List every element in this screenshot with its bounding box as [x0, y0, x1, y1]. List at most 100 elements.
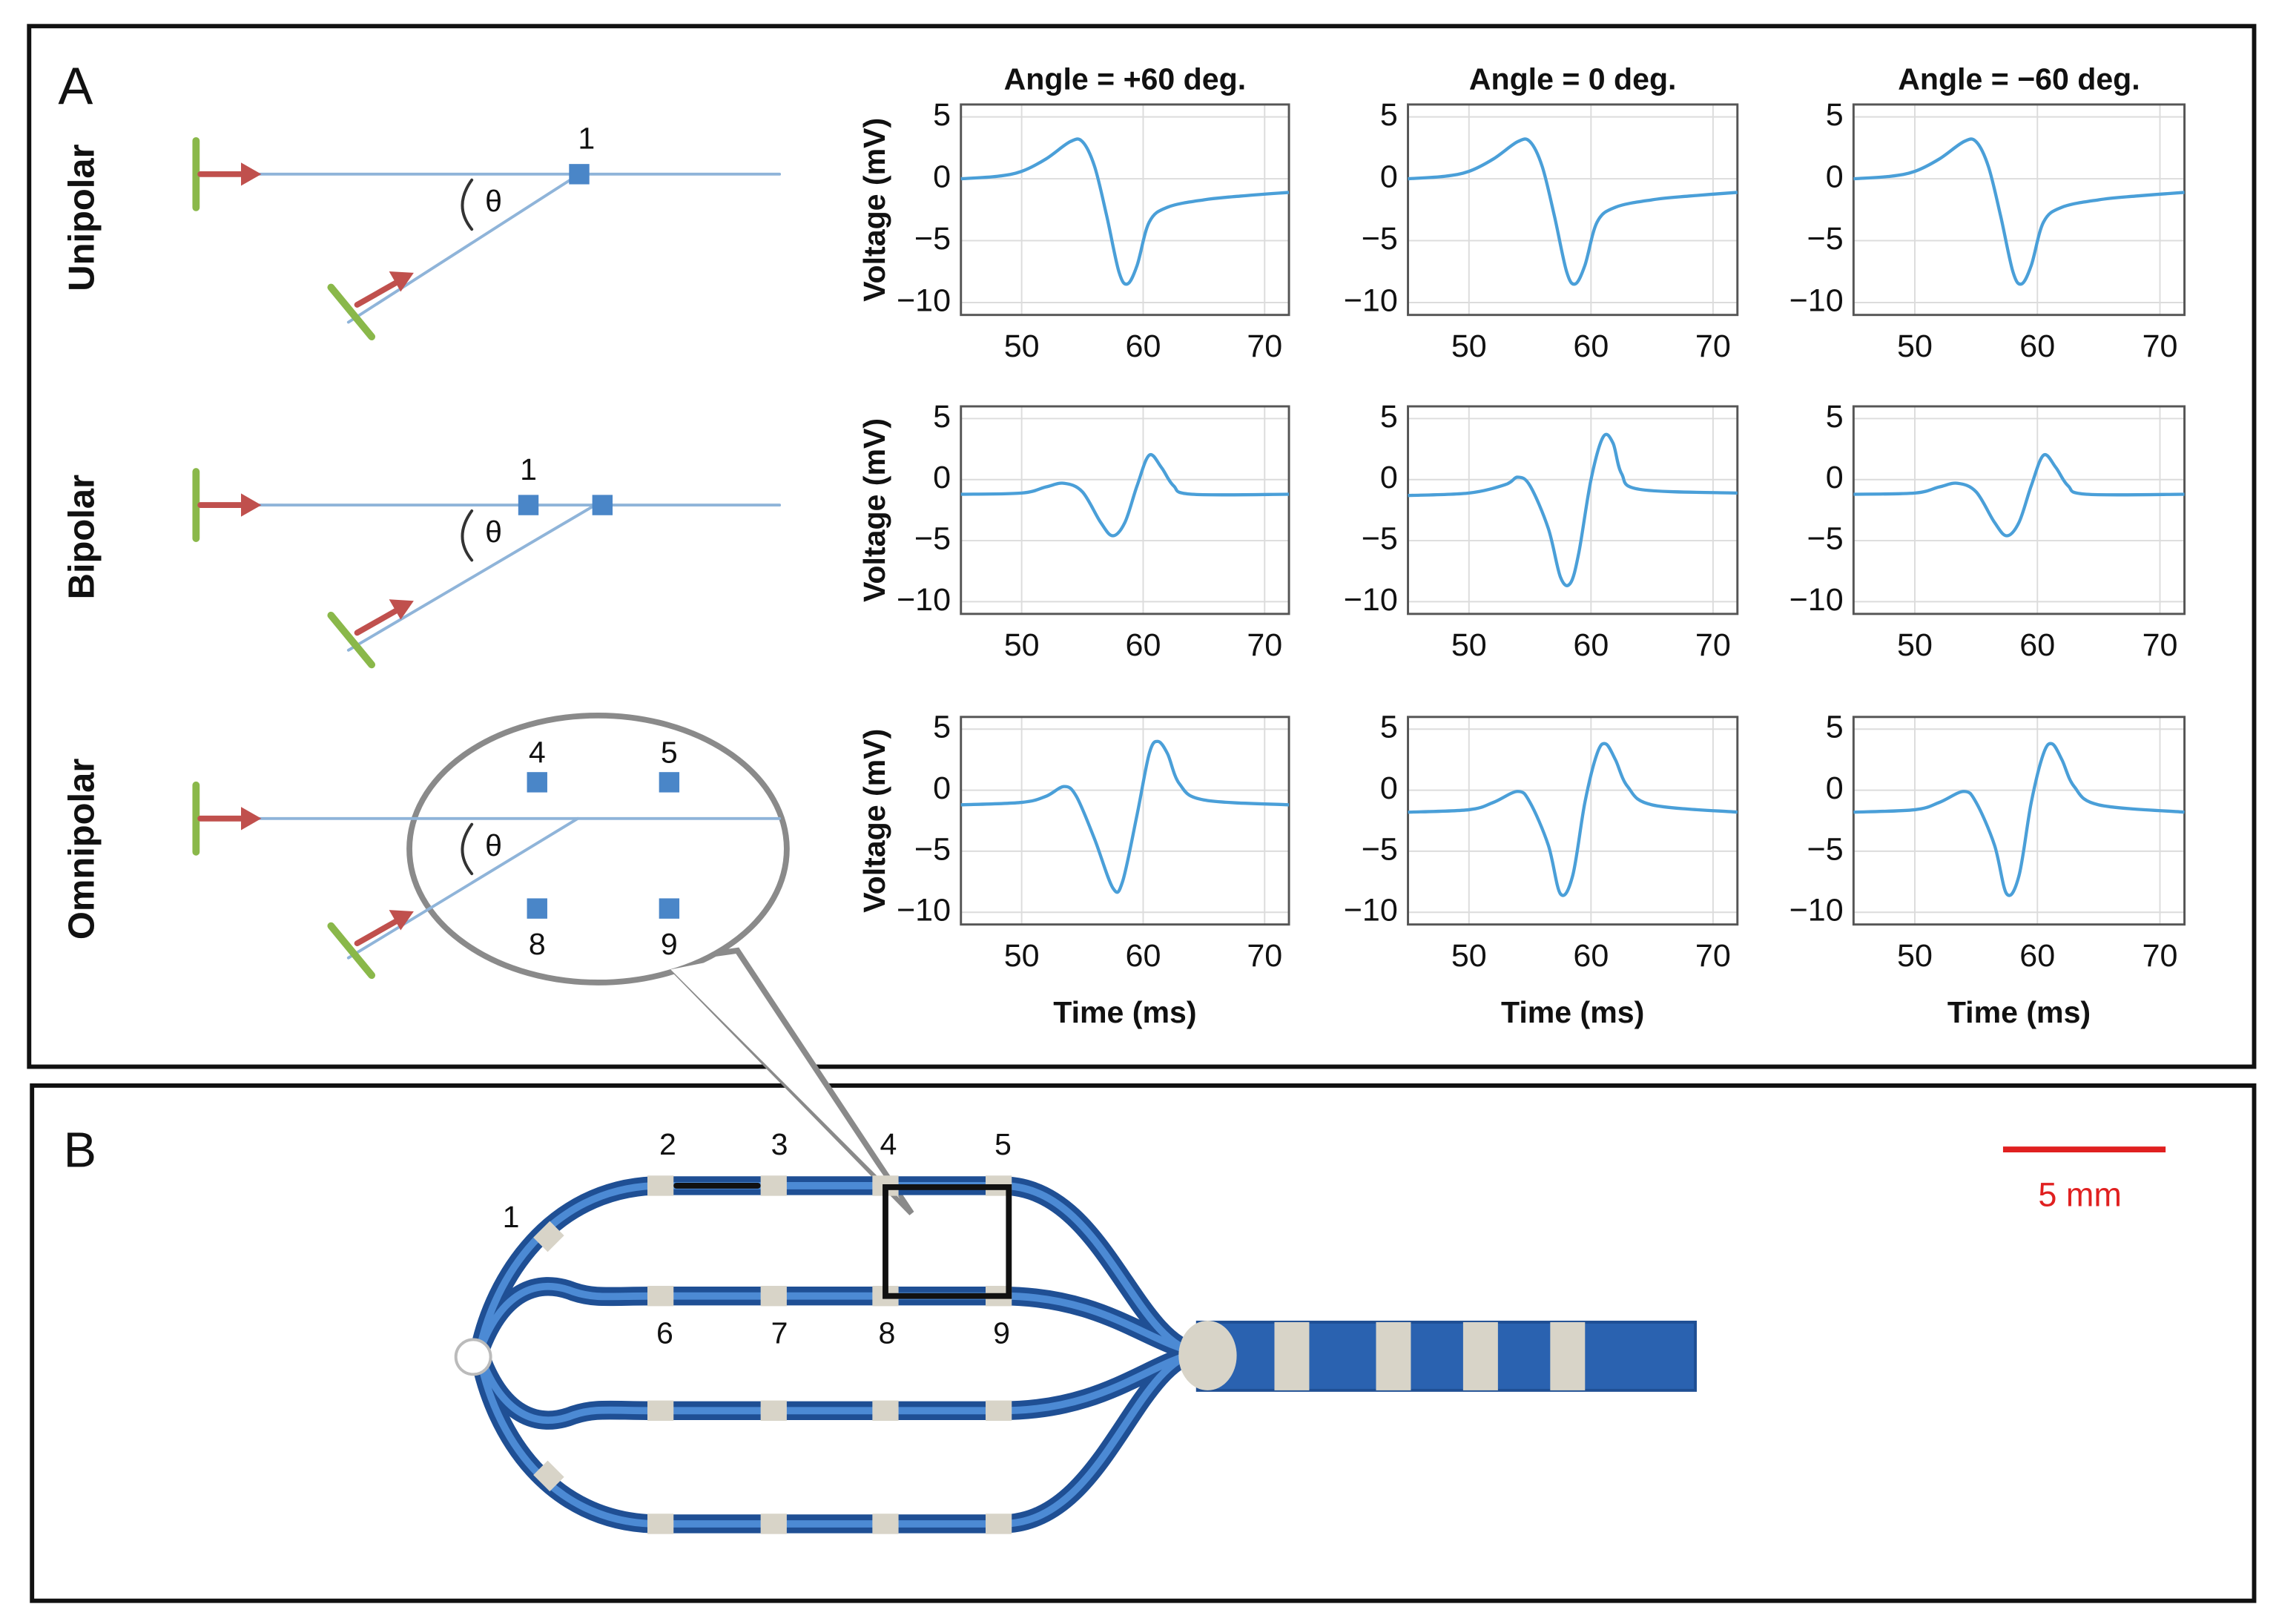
electrode-label: 8 — [529, 927, 546, 961]
x-tick-label: 60 — [2019, 938, 2055, 974]
plot-frame — [960, 103, 1290, 317]
y-tick-label: −10 — [897, 582, 951, 618]
signal-line — [1853, 742, 2185, 897]
y-tick-label: 0 — [1826, 770, 1844, 806]
electrode-label: 8 — [878, 1316, 895, 1350]
signal-line — [960, 739, 1290, 894]
electrode-label: 5 — [994, 1127, 1012, 1161]
y-tick-label: 0 — [1826, 460, 1844, 495]
y-tick-label: −10 — [1344, 582, 1398, 618]
y-tick-label: 5 — [1380, 710, 1398, 745]
row-label: Bipolar — [62, 475, 102, 599]
y-tick-label: 0 — [933, 159, 951, 194]
plot-area — [960, 406, 1290, 614]
y-tick-label: 0 — [933, 460, 951, 495]
x-tick-label: 60 — [1573, 627, 1609, 663]
angle-label: θ — [485, 828, 502, 862]
plot-area — [960, 104, 1290, 315]
electrode-label: 5 — [661, 736, 678, 770]
chart-title: Angle = 0 deg. — [1469, 62, 1677, 96]
y-tick-label: 5 — [933, 399, 951, 435]
row-label: Omnipolar — [62, 759, 102, 940]
angle-label: θ — [485, 184, 502, 218]
x-tick-label: 60 — [1126, 329, 1161, 364]
x-tick-label: 50 — [1897, 329, 1933, 364]
electrode-label: 2 — [659, 1127, 676, 1161]
y-tick-label: −5 — [1807, 831, 1844, 867]
y-tick-label: −10 — [897, 283, 951, 318]
x-tick-label: 70 — [2143, 329, 2178, 364]
angle-label: θ — [485, 515, 502, 549]
electrode-label: 1 — [503, 1200, 520, 1234]
x-tick-label: 50 — [1004, 938, 1040, 974]
electrode-label: 6 — [656, 1316, 673, 1350]
electrode-label: 9 — [993, 1316, 1010, 1350]
y-tick-label: 0 — [1380, 460, 1398, 495]
plot-frame — [1407, 405, 1739, 615]
y-tick-label: −10 — [1790, 283, 1844, 318]
signal-line — [1408, 742, 1738, 897]
x-tick-label: 60 — [1573, 329, 1609, 364]
x-tick-label: 70 — [2143, 938, 2178, 974]
signal-line — [960, 452, 1290, 538]
x-tick-label: 50 — [1451, 938, 1487, 974]
electrode-label: 4 — [529, 736, 546, 770]
x-tick-label: 70 — [1247, 938, 1282, 974]
x-tick-label: 50 — [1004, 627, 1040, 663]
panel-label: B — [64, 1123, 96, 1178]
zoom-bubble — [406, 712, 914, 1215]
y-tick-label: −5 — [1807, 521, 1844, 556]
unipolar-schematic — [192, 136, 782, 340]
y-tick-label: −5 — [914, 521, 951, 556]
x-tick-label: 70 — [1695, 627, 1731, 663]
omnipolar-schematic — [192, 772, 782, 980]
y-tick-label: 5 — [933, 97, 951, 133]
x-tick-label: 60 — [1126, 938, 1161, 974]
plot-area — [1853, 104, 2185, 315]
plot-frame — [1852, 405, 2186, 615]
x-tick-label: 60 — [1573, 938, 1609, 974]
signal-line — [960, 137, 1290, 286]
y-tick-label: −10 — [1790, 582, 1844, 618]
y-tick-label: −10 — [1344, 283, 1398, 318]
electrode-label: 7 — [771, 1316, 788, 1350]
y-axis-label: Voltage (mV) — [857, 729, 891, 913]
electrode-label: 1 — [520, 452, 537, 486]
plot-frame — [1852, 103, 2186, 317]
electrode-label: 9 — [661, 927, 678, 961]
electrode-label: 1 — [578, 122, 595, 156]
y-axis-label: Voltage (mV) — [857, 418, 891, 602]
plot-area — [1408, 104, 1738, 315]
x-tick-label: 70 — [2143, 627, 2178, 663]
y-tick-label: −10 — [1344, 893, 1398, 928]
bipolar-schematic — [192, 468, 782, 669]
y-tick-label: −5 — [1362, 221, 1398, 257]
y-tick-label: 5 — [1826, 97, 1844, 133]
chart-title: Angle = −60 deg. — [1898, 62, 2140, 96]
x-tick-label: 70 — [1247, 627, 1282, 663]
panel-label: A — [58, 56, 93, 115]
x-tick-label: 60 — [1126, 627, 1161, 663]
signal-line — [1408, 137, 1738, 286]
x-tick-label: 50 — [1451, 329, 1487, 364]
panel-a-frame — [27, 24, 2257, 1069]
y-axis-label: Voltage (mV) — [857, 118, 891, 302]
x-tick-label: 70 — [1695, 938, 1731, 974]
x-tick-label: 50 — [1897, 938, 1933, 974]
y-tick-label: −5 — [1362, 831, 1398, 867]
catheter — [454, 1175, 1697, 1534]
row-label: Unipolar — [62, 144, 102, 291]
x-tick-label: 60 — [2019, 329, 2055, 364]
plot-area — [960, 716, 1290, 925]
plot-area — [1408, 716, 1738, 925]
plot-area — [1853, 716, 2185, 925]
signal-line — [1853, 453, 2185, 538]
plot-frame — [1852, 716, 2186, 926]
plot-area — [1853, 406, 2185, 614]
y-tick-label: 5 — [933, 710, 951, 745]
plot-frame — [1407, 103, 1739, 317]
x-tick-label: 50 — [1897, 627, 1933, 663]
y-tick-label: 5 — [1826, 710, 1844, 745]
y-tick-label: 0 — [933, 770, 951, 806]
